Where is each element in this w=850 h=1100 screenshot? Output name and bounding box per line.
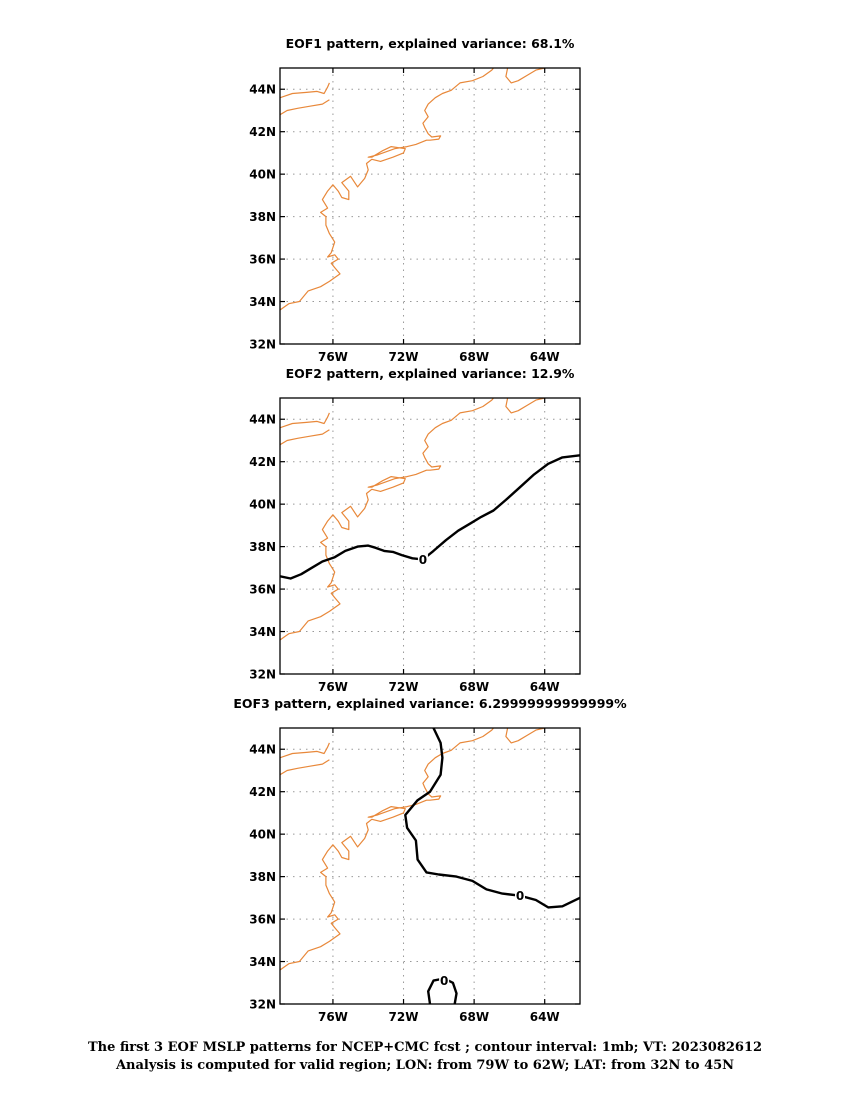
x-tick-label: 76W [318,350,348,364]
coastline-layer [280,68,545,311]
y-tick-label: 44N [249,83,276,97]
coastline [280,429,330,446]
caption-line-2: Analysis is computed for valid region; L… [115,1058,735,1073]
map-frame [279,397,581,675]
y-tick-label: 40N [249,168,276,182]
y-tick-label: 38N [249,870,276,884]
y-tick-label: 42N [249,785,276,799]
coastline [280,398,494,641]
y-tick-label: 32N [249,998,276,1012]
map-frame [279,67,581,345]
x-tick-label: 72W [389,350,419,364]
y-tick-label: 38N [249,210,276,224]
y-tick-label: 34N [249,955,276,969]
panel-title: EOF3 pattern, explained variance: 6.2999… [233,696,627,711]
y-tick-label: 32N [249,338,276,352]
coastline [280,742,330,759]
coastline [505,68,545,84]
contour-label: 0 [419,553,427,567]
y-tick-label: 32N [249,668,276,682]
eof-panel-3: EOF3 pattern, explained variance: 6.2999… [233,696,627,1024]
coastline [280,68,494,311]
eof-maps-figure: EOF1 pattern, explained variance: 68.1% 7… [233,36,627,1024]
coastline [280,82,330,99]
caption-line-1: The first 3 EOF MSLP patterns for NCEP+C… [87,1040,763,1055]
y-tick-label: 36N [249,253,276,267]
y-tick-label: 42N [249,125,276,139]
panel-title: EOF1 pattern, explained variance: 68.1% [286,36,575,51]
eof-panel-2: EOF2 pattern, explained variance: 12.9% 0… [249,366,581,694]
contour-label-bg [439,973,450,988]
x-tick-label: 76W [318,1010,348,1024]
contour-line [404,728,580,909]
coastline-layer [280,728,580,1004]
contour-label-bg [515,888,525,903]
y-tick-label: 44N [249,743,276,757]
panel-title: EOF2 pattern, explained variance: 12.9% [286,366,575,381]
y-tick-label: 34N [249,295,276,309]
contour-label-bg [417,552,428,567]
map-frame [279,727,581,1005]
coastline-layer [280,398,580,641]
x-tick-label: 76W [318,680,348,694]
y-tick-label: 38N [249,540,276,554]
x-tick-label: 68W [459,350,489,364]
y-tick-label: 36N [249,913,276,927]
coastline [280,759,330,776]
x-tick-label: 68W [459,1010,489,1024]
contour-label: 0 [440,974,448,988]
x-tick-label: 64W [530,350,560,364]
x-tick-label: 64W [530,680,560,694]
x-tick-label: 68W [459,680,489,694]
coastline [280,728,494,971]
contour-line [280,454,580,580]
y-tick-label: 44N [249,413,276,427]
y-tick-label: 42N [249,455,276,469]
x-tick-label: 72W [389,1010,419,1024]
coastline [280,99,330,116]
x-tick-label: 72W [389,680,419,694]
y-tick-label: 40N [249,498,276,512]
coastline [505,398,545,414]
y-tick-label: 36N [249,583,276,597]
coastline [280,412,330,429]
eof-panel-1: EOF1 pattern, explained variance: 68.1% 7… [249,36,581,364]
coastline [505,728,545,744]
x-tick-label: 64W [530,1010,560,1024]
contour-label: 0 [516,889,524,903]
y-tick-label: 34N [249,625,276,639]
y-tick-label: 40N [249,828,276,842]
